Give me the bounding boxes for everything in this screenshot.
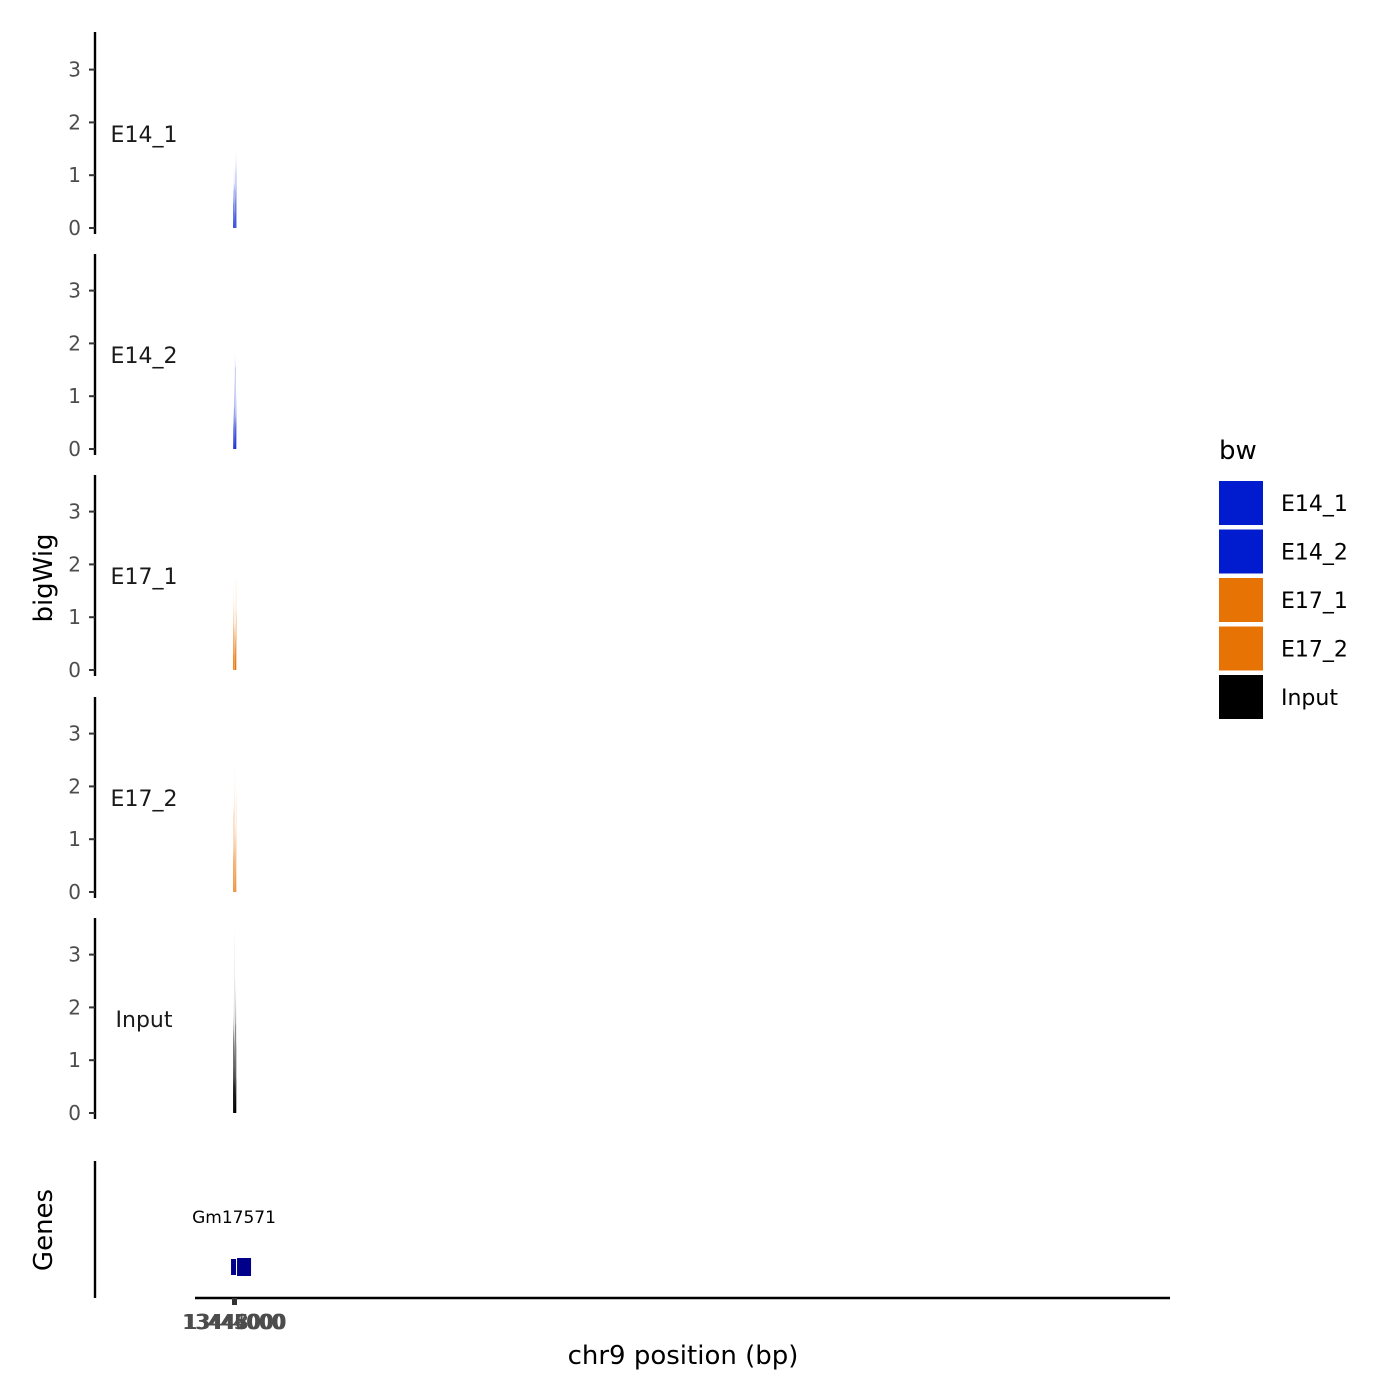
genes-axis-title: Genes [29, 1189, 59, 1271]
y-tick-label: 0 [68, 658, 81, 682]
track-Input: 0 1 2 3 Input [68, 918, 237, 1125]
x-tick-label: 13447000 [184, 1310, 286, 1334]
x-tick-label: 13445000 [183, 1310, 285, 1334]
coverage-area-E14_1 [235, 151, 236, 228]
y-tick-label: 3 [68, 943, 81, 967]
coverage-tracks: 0 1 2 3 E14_1 0 1 2 3 E14_2 0 1 2 3 E17_1 0 1 2 3 E17_2 0 1 2 3… [68, 32, 237, 1125]
y-tick-label: 1 [68, 163, 81, 187]
x-tick-label: 13444000 [182, 1310, 284, 1334]
coverage-area-E17_1 [235, 524, 237, 670]
y-tick-label: 2 [68, 995, 81, 1019]
y-tick-label: 2 [68, 774, 81, 798]
gene-Gm17571: Gm17571 [192, 1208, 276, 1276]
track-E14_1: 0 1 2 3 E14_1 [68, 32, 237, 240]
track-label: E17_1 [111, 565, 178, 590]
track-label: E14_1 [111, 123, 178, 148]
y-tick-label: 3 [68, 58, 81, 82]
y-tick-label: 0 [68, 437, 81, 461]
coverage-area-E14_2 [235, 354, 236, 449]
coverage-area-E17_1 [234, 601, 236, 670]
coverage-area-Input [233, 925, 237, 1113]
track-label: E14_2 [111, 344, 178, 369]
legend-label-E17_2: E17_2 [1281, 638, 1348, 663]
legend-label-E14_2: E14_2 [1281, 541, 1348, 566]
coverage-area-E17_2 [234, 794, 235, 892]
y-axis-title: bigWig [29, 533, 59, 622]
y-tick-label: 2 [68, 110, 81, 134]
x-axis-title: chr9 position (bp) [568, 1341, 799, 1371]
y-tick-label: 0 [68, 880, 81, 904]
legend-swatch-E17_2 [1219, 626, 1263, 671]
coverage-area-E14_2 [234, 346, 235, 449]
gene-track: Gm17571 [93, 1161, 276, 1298]
coverage-area-E17_2 [235, 770, 236, 892]
legend-swatch-E14_2 [1219, 529, 1263, 574]
legend-label-E14_1: E14_1 [1281, 492, 1348, 517]
track-E17_1: 0 1 2 3 E17_1 [68, 475, 237, 682]
y-tick-label: 1 [68, 605, 81, 629]
y-tick-label: 1 [68, 827, 81, 851]
track-E17_2: 0 1 2 3 E17_2 [68, 697, 237, 904]
x-tick-label: 13446000 [184, 1310, 286, 1334]
x-tick-label: 13448000 [185, 1310, 287, 1334]
y-tick-label: 0 [68, 216, 81, 240]
legend-title: bw [1219, 436, 1257, 466]
legend-swatch-E14_1 [1219, 481, 1263, 525]
coverage-area-E14_1 [233, 167, 234, 228]
gene-name-label: Gm17571 [192, 1208, 276, 1228]
legend: bw E14_1 E14_2 E17_1 E17_2 Input [1219, 436, 1348, 719]
track-label: E17_2 [111, 787, 178, 812]
y-tick-label: 0 [68, 1101, 81, 1125]
y-tick-label: 2 [68, 552, 81, 576]
y-tick-label: 3 [68, 500, 81, 524]
y-tick-label: 1 [68, 1048, 81, 1072]
y-tick-label: 1 [68, 384, 81, 408]
y-tick-label: 2 [68, 331, 81, 355]
track-label: Input [116, 1008, 173, 1033]
legend-label-E17_1: E17_1 [1281, 589, 1348, 614]
legend-label-Input: Input [1281, 686, 1338, 711]
gene-exon [237, 1258, 252, 1276]
gene-exon [231, 1259, 237, 1275]
y-tick-label: 3 [68, 722, 81, 746]
y-tick-label: 3 [68, 279, 81, 303]
coverage-area-E14_1 [235, 151, 237, 228]
track-E14_2: 0 1 2 3 E14_2 [68, 254, 237, 461]
legend-swatch-Input [1219, 675, 1263, 719]
legend-swatch-E17_1 [1219, 578, 1263, 622]
coverage-area-E14_2 [235, 380, 237, 449]
